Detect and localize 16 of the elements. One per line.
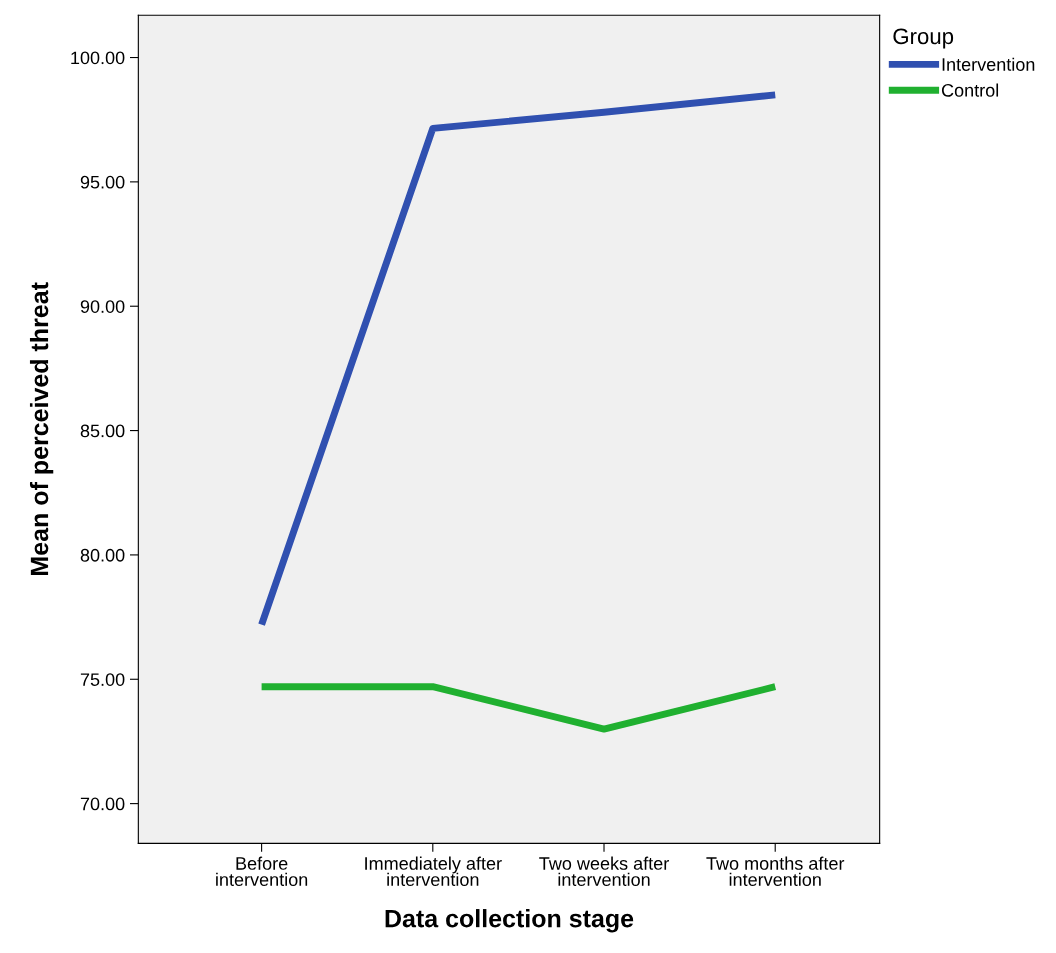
- x-tick-label: Before intervention: [216, 856, 308, 887]
- y-tick-label: 85.00: [80, 424, 125, 438]
- x-axis-title: Data collection stage: [385, 909, 634, 933]
- y-tick-label: 100.00: [71, 51, 125, 65]
- y-tick-label: 75.00: [80, 673, 125, 686]
- y-tick-label: 95.00: [80, 175, 125, 189]
- y-tick-label: 90.00: [80, 300, 125, 313]
- x-tick-label: Two weeks after intervention: [539, 856, 669, 887]
- legend-title: Group: [893, 28, 954, 49]
- y-tick-label: 70.00: [80, 797, 125, 811]
- legend-label: Control: [941, 83, 999, 97]
- x-tick-label: Immediately after intervention: [365, 856, 502, 887]
- legend-label: Intervention: [942, 57, 1035, 71]
- y-axis-title: Mean of perceived threat: [29, 282, 54, 575]
- y-tick-label: 80.00: [80, 548, 125, 562]
- x-tick-label: Two months after intervention: [706, 856, 845, 887]
